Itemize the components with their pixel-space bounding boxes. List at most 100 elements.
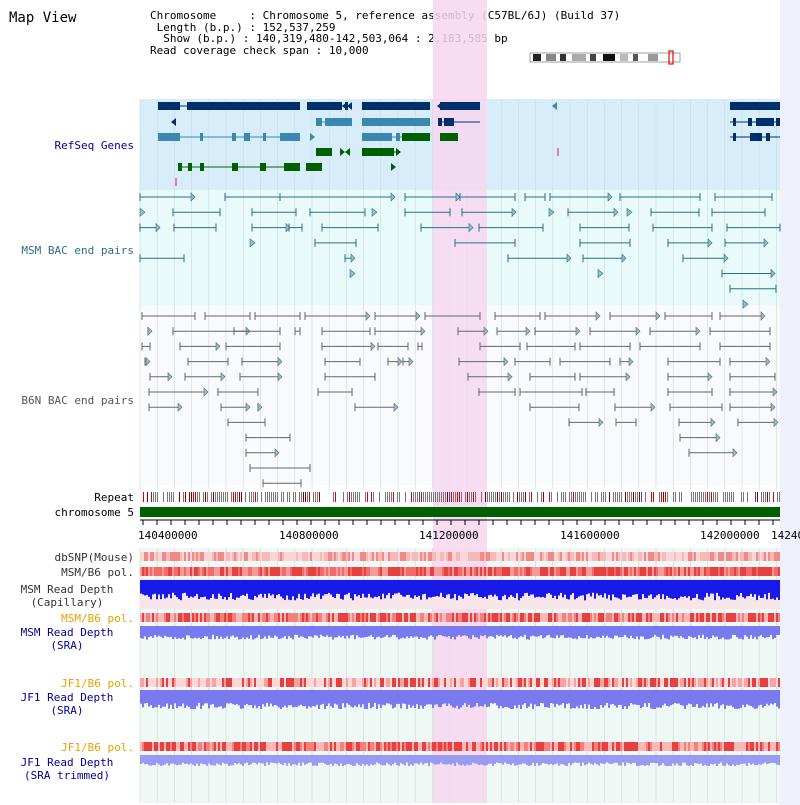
heat-cell (258, 678, 260, 687)
heat-cell (404, 552, 406, 561)
depth-bar (680, 690, 682, 706)
heat-cell (330, 742, 332, 751)
heat-cell (524, 678, 526, 687)
repeat-element (453, 492, 454, 502)
heat-cell (356, 567, 358, 576)
heat-cell (256, 567, 258, 576)
depth-bar (724, 755, 726, 766)
depth-bar (306, 690, 308, 709)
depth-bar (472, 690, 474, 708)
depth-bar (328, 755, 330, 765)
heat-cell (246, 742, 248, 751)
repeat-element (603, 492, 604, 502)
depth-bar (140, 755, 142, 765)
heat-cell (582, 742, 584, 751)
depth-bar (776, 690, 778, 707)
heat-cell (616, 678, 618, 687)
depth-bar (430, 690, 432, 705)
track-label-dbsnp: dbSNP(Mouse) (54, 551, 134, 564)
ideogram-band (590, 54, 596, 61)
repeat-element (273, 492, 274, 502)
heat-cell (440, 613, 442, 622)
heat-cell (490, 613, 492, 622)
heat-cell (312, 742, 314, 751)
depth-bar (634, 580, 636, 595)
heat-cell (338, 567, 340, 576)
heat-cell (486, 742, 488, 751)
track-label-b6n-bac[interactable]: B6N BAC end pairs (21, 394, 134, 407)
depth-bar (406, 755, 408, 763)
repeat-element (195, 492, 196, 502)
heat-cell (738, 678, 740, 687)
gene-exon (316, 118, 322, 126)
depth-bar (592, 690, 594, 709)
heat-cell (208, 552, 210, 561)
heat-cell (448, 552, 450, 561)
repeat-element (169, 492, 170, 502)
heat-cell (202, 678, 204, 687)
depth-bar (436, 690, 438, 705)
repeat-element (493, 492, 494, 502)
heat-cell (276, 742, 278, 751)
depth-bar (330, 626, 332, 637)
depth-bar (604, 580, 606, 594)
depth-bar (752, 626, 754, 639)
depth-bar (188, 690, 190, 707)
depth-bar (770, 690, 772, 704)
heat-cell (666, 742, 668, 751)
depth-bar (440, 755, 442, 763)
track-label-refseq[interactable]: RefSeq Genes (54, 139, 134, 152)
heat-cell (410, 567, 412, 576)
heat-cell (738, 613, 740, 622)
track-label-msm-bac[interactable]: MSM BAC end pairs (21, 244, 134, 257)
repeat-element (211, 492, 212, 502)
depth-bar (510, 580, 512, 595)
heat-cell (576, 613, 578, 622)
repeat-element (711, 492, 712, 502)
heat-cell (326, 613, 328, 622)
heat-cell (326, 742, 328, 751)
heat-cell (592, 552, 594, 561)
depth-bar (346, 755, 348, 765)
depth-bar (648, 690, 650, 703)
gene-exon (733, 118, 736, 126)
depth-bar (664, 580, 666, 600)
heat-cell (558, 678, 560, 687)
heat-cell (262, 678, 264, 687)
depth-bar (170, 690, 172, 705)
repeat-element (633, 492, 634, 502)
heat-cell (408, 567, 410, 576)
heat-cell (480, 678, 482, 687)
heat-cell (612, 613, 614, 622)
gene-exon (748, 118, 752, 126)
depth-bar (252, 580, 254, 600)
show-key: Show (b.p.) (163, 32, 237, 45)
heat-cell (464, 613, 466, 622)
heat-cell (420, 613, 422, 622)
heat-cell (414, 613, 416, 622)
heat-cell (372, 742, 374, 751)
depth-bar (392, 580, 394, 596)
heat-cell (676, 678, 678, 687)
repeat-element (277, 492, 278, 502)
heat-cell (334, 678, 336, 687)
heat-cell (334, 742, 336, 751)
heat-cell (286, 613, 288, 622)
depth-bar (262, 755, 264, 764)
repeat-element (597, 492, 598, 502)
heat-cell (684, 742, 686, 751)
depth-bar (738, 690, 740, 709)
heat-cell (760, 552, 762, 561)
depth-bar (260, 755, 262, 764)
heat-cell (508, 678, 510, 687)
depth-bar (214, 755, 216, 766)
depth-bar (516, 690, 518, 709)
depth-bar (480, 626, 482, 636)
heat-cell (398, 678, 400, 687)
bac-pair-end-marker (370, 341, 376, 352)
depth-bar (238, 626, 240, 640)
depth-bar (218, 580, 220, 594)
heat-cell (202, 552, 204, 561)
heat-cell (590, 613, 592, 622)
